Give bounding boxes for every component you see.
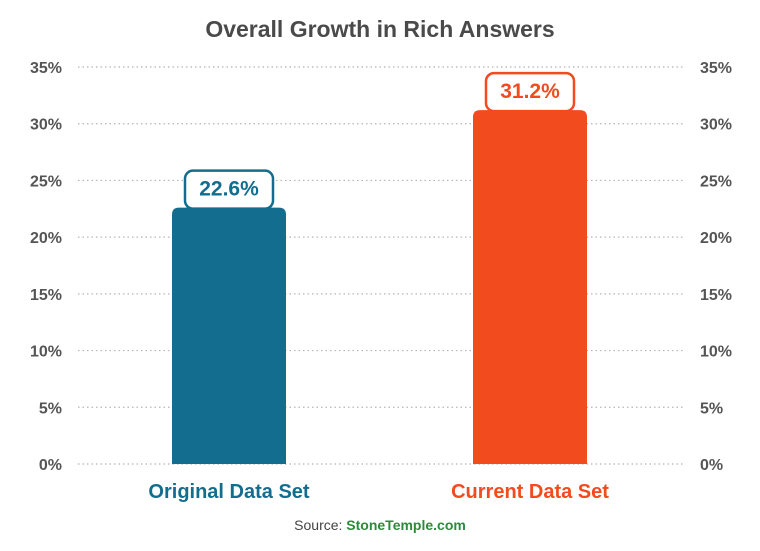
source-note: Source: StoneTemple.com xyxy=(0,517,760,533)
bar-current-data-set xyxy=(473,110,587,465)
y-tick-label-right: 10% xyxy=(700,344,732,361)
category-label: Original Data Set xyxy=(148,481,309,503)
y-tick-label-right: 20% xyxy=(700,230,732,247)
category-labels: Original Data Set Current Data Set xyxy=(148,481,609,503)
source-prefix: Source: xyxy=(294,517,347,533)
data-labels: 22.6% 31.2% xyxy=(183,71,576,210)
y-tick-label-right: 15% xyxy=(700,287,732,304)
bars xyxy=(172,110,587,465)
y-tick-label-right: 25% xyxy=(700,173,732,190)
source-site: StoneTemple.com xyxy=(346,517,466,533)
y-tick-label-right: 35% xyxy=(700,60,732,77)
y-tick-label-left: 15% xyxy=(30,287,62,304)
y-tick-label-left: 25% xyxy=(30,173,62,190)
y-axis-ticks: 0% 0% 5% 5% 10% 10% 15% 15% 20% 20% 25% 25% 30% 30% 35… xyxy=(30,60,732,474)
data-label: 31.2% xyxy=(500,80,560,103)
bar-original-data-set xyxy=(172,207,286,464)
y-tick-label-right: 30% xyxy=(700,117,732,134)
y-tick-label-left: 10% xyxy=(30,344,62,361)
y-tick-label-left: 30% xyxy=(30,117,62,134)
data-label: 22.6% xyxy=(199,178,259,201)
y-tick-label-right: 0% xyxy=(700,457,723,474)
y-tick-label-left: 5% xyxy=(39,400,62,417)
y-tick-label-left: 0% xyxy=(39,457,62,474)
y-tick-label-left: 35% xyxy=(30,60,62,77)
gridlines xyxy=(78,66,684,465)
chart-title: Overall Growth in Rich Answers xyxy=(205,16,555,42)
y-tick-label-left: 20% xyxy=(30,230,62,247)
data-label-box xyxy=(183,169,275,210)
category-label: Current Data Set xyxy=(451,481,609,503)
y-tick-label-right: 5% xyxy=(700,400,723,417)
data-label-box xyxy=(484,71,576,113)
